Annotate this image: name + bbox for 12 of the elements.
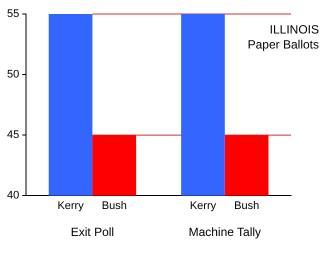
y-tick-label: 45 <box>6 129 20 142</box>
annotation: ILLINOIS <box>270 22 319 36</box>
x-tick-label: Exit Poll <box>70 225 114 240</box>
series-label: Kerry <box>190 200 217 212</box>
text: Bush <box>234 200 260 212</box>
y-tick-label: 40 <box>6 190 20 202</box>
annotation: Paper Ballots <box>248 37 319 52</box>
y-tick-label: 50 <box>6 68 20 81</box>
x-tick-label: Machine Tally <box>188 225 262 240</box>
text: Kerry <box>57 200 84 212</box>
y-tick-label: 55 <box>6 8 20 20</box>
series-label: Bush <box>102 200 127 212</box>
